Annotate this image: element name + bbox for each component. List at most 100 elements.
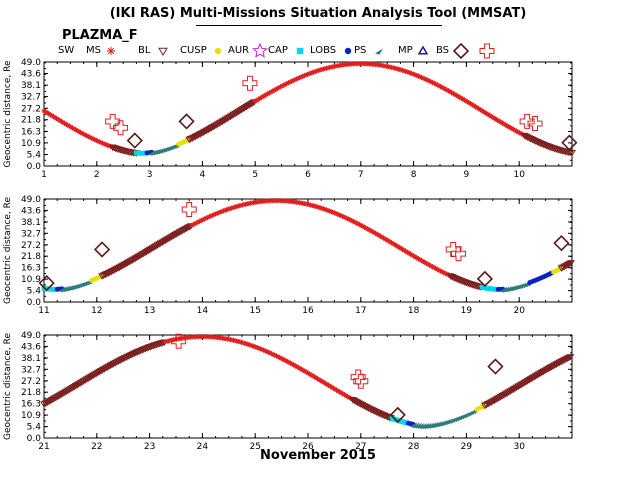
x-tick-label: 6 bbox=[305, 170, 311, 180]
data-point bbox=[71, 383, 80, 390]
data-point bbox=[503, 390, 511, 397]
data-point bbox=[159, 238, 168, 246]
y-tick-label: 27.2 bbox=[21, 104, 41, 114]
data-point bbox=[114, 358, 123, 365]
data-point bbox=[103, 142, 109, 148]
legend-label: BL bbox=[138, 45, 151, 56]
data-point bbox=[519, 380, 527, 388]
data-point bbox=[528, 375, 537, 382]
data-point bbox=[330, 209, 336, 215]
data-point bbox=[565, 260, 574, 268]
x-tick-label: 17 bbox=[355, 306, 366, 316]
y-tick-label: 10.9 bbox=[21, 275, 41, 285]
data-point bbox=[245, 102, 254, 109]
data-point bbox=[342, 215, 348, 221]
data-point bbox=[243, 103, 252, 110]
data-point bbox=[420, 75, 426, 81]
data-point bbox=[504, 389, 513, 396]
plot-frame bbox=[43, 334, 573, 439]
data-point bbox=[511, 284, 520, 291]
data-point bbox=[216, 210, 222, 216]
bow-shock-marker bbox=[113, 120, 129, 136]
data-point bbox=[95, 368, 104, 376]
trace-bl bbox=[40, 339, 169, 408]
data-point bbox=[248, 342, 254, 348]
data-point bbox=[320, 206, 326, 212]
data-point bbox=[121, 260, 130, 268]
data-point bbox=[520, 281, 529, 288]
data-point bbox=[490, 397, 499, 405]
data-point bbox=[285, 80, 291, 86]
data-point bbox=[242, 104, 251, 111]
data-point bbox=[317, 205, 323, 211]
data-point bbox=[191, 133, 200, 141]
data-point bbox=[358, 223, 364, 229]
data-point bbox=[567, 260, 575, 267]
data-point bbox=[129, 256, 138, 264]
data-point bbox=[484, 401, 492, 408]
data-point bbox=[221, 208, 227, 214]
data-point bbox=[512, 384, 521, 392]
data-point bbox=[130, 350, 139, 358]
data-point bbox=[144, 344, 153, 352]
data-point bbox=[379, 412, 387, 419]
data-point bbox=[281, 82, 287, 88]
data-point bbox=[138, 347, 147, 354]
data-point bbox=[409, 421, 418, 428]
data-point bbox=[304, 71, 310, 77]
bow-shock-marker bbox=[527, 116, 543, 132]
magnetopause-marker bbox=[389, 406, 406, 424]
data-point bbox=[360, 223, 366, 229]
data-point bbox=[555, 359, 564, 367]
data-point bbox=[434, 82, 440, 88]
data-point bbox=[103, 364, 112, 371]
data-point bbox=[341, 214, 347, 220]
data-point bbox=[117, 356, 126, 364]
data-point bbox=[222, 207, 228, 213]
x-tick-label: 27 bbox=[355, 442, 366, 452]
trace-ms bbox=[41, 108, 115, 150]
data-point bbox=[515, 382, 524, 390]
data-point bbox=[243, 341, 249, 347]
data-point bbox=[454, 276, 463, 284]
y-tick-label: 49.0 bbox=[21, 58, 41, 68]
data-point bbox=[426, 262, 432, 268]
data-point bbox=[226, 113, 235, 121]
data-point bbox=[109, 267, 118, 275]
data-point bbox=[282, 81, 288, 87]
data-point bbox=[444, 87, 450, 93]
trace-bl bbox=[446, 273, 485, 291]
data-point bbox=[196, 131, 205, 138]
y-tick-label: 49.0 bbox=[21, 195, 41, 205]
data-point bbox=[328, 209, 334, 215]
data-point bbox=[193, 132, 201, 140]
data-point bbox=[407, 70, 413, 76]
data-point bbox=[416, 422, 425, 429]
legend-dot-icon bbox=[215, 47, 222, 55]
data-point bbox=[224, 114, 233, 122]
data-point bbox=[104, 142, 110, 148]
data-point bbox=[98, 367, 107, 374]
data-point bbox=[444, 271, 450, 277]
data-point bbox=[171, 232, 179, 239]
legend-label: CAP bbox=[268, 45, 288, 56]
data-point bbox=[164, 235, 173, 243]
data-point bbox=[195, 219, 201, 225]
legend-triangle-down-icon bbox=[158, 47, 169, 56]
y-axis-label: Geocentric distance, Re bbox=[3, 60, 13, 167]
y-tick-label: 38.1 bbox=[21, 81, 41, 91]
data-point bbox=[492, 396, 500, 404]
data-point bbox=[156, 240, 165, 247]
data-point bbox=[133, 254, 141, 262]
magnetopause-marker bbox=[561, 134, 578, 151]
data-point bbox=[481, 402, 489, 410]
data-point bbox=[496, 393, 505, 401]
data-point bbox=[93, 137, 99, 143]
data-point bbox=[347, 217, 353, 223]
y-tick-label: 0.0 bbox=[27, 162, 42, 172]
data-point bbox=[246, 342, 252, 348]
data-point bbox=[504, 285, 513, 292]
data-point bbox=[141, 345, 150, 353]
legend-item-bl: BL bbox=[138, 44, 169, 58]
data-point bbox=[60, 285, 69, 292]
